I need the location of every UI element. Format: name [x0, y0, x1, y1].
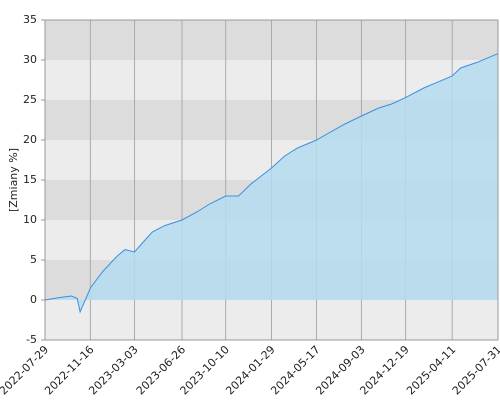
- y-tick-label: 25: [23, 93, 37, 106]
- y-tick-label: 15: [23, 173, 37, 186]
- y-tick-label: 0: [30, 293, 37, 306]
- y-tick-label: 20: [23, 133, 37, 146]
- area: [45, 53, 498, 312]
- y-tick-label: 35: [23, 13, 37, 26]
- y-axis-label: [Zmiany %]: [7, 148, 20, 212]
- y-tick-label: -5: [26, 333, 37, 346]
- y-tick-label: 5: [30, 253, 37, 266]
- line: [44, 53, 499, 314]
- y-tick-label: 30: [23, 53, 37, 66]
- y-tick-label: 10: [23, 213, 37, 226]
- plot-frame: [44, 19, 499, 341]
